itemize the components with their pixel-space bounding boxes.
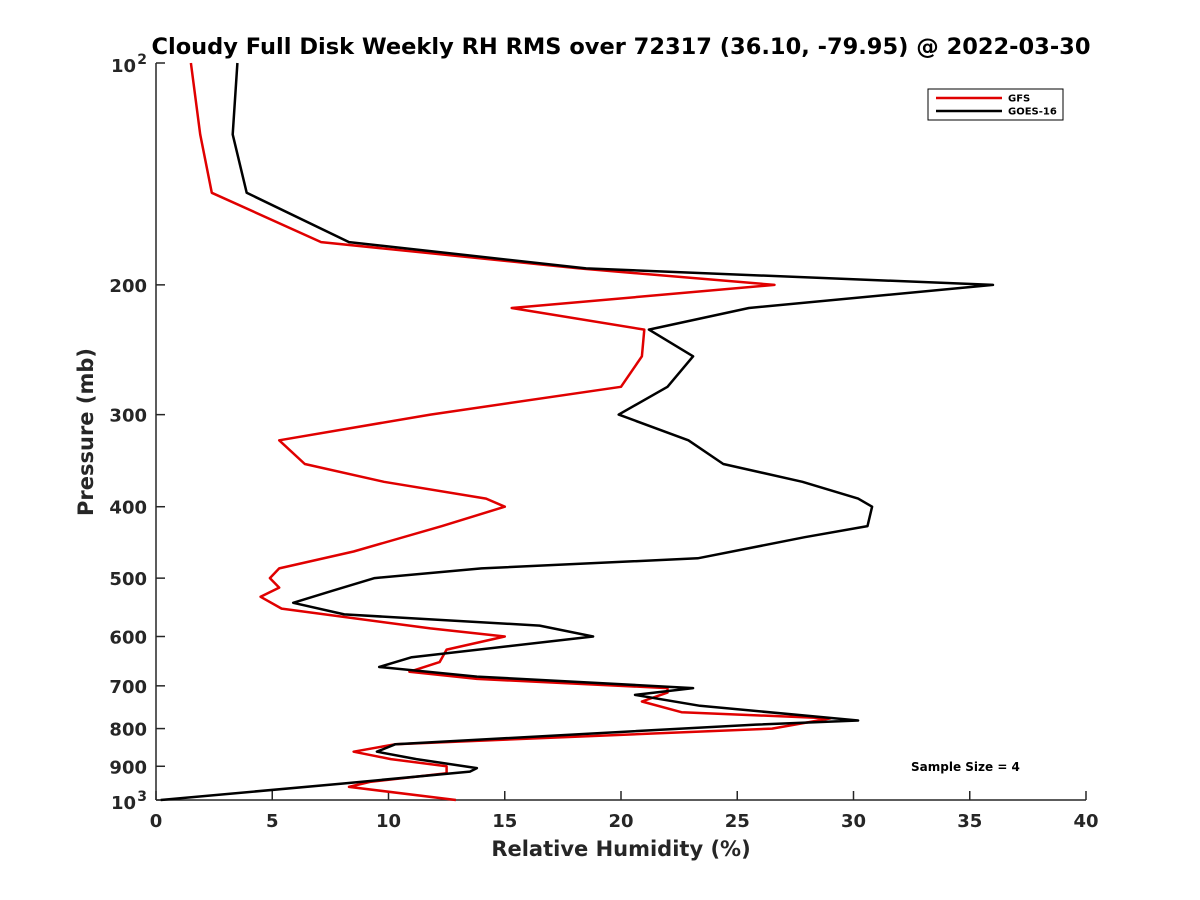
y-axis-label: Pressure (mb)	[74, 348, 98, 516]
y-tick-label-power: 10 2	[111, 52, 147, 77]
y-tick-label: 900	[109, 757, 147, 778]
y-tick-label: 400	[109, 498, 147, 519]
y-tick-label-exponent: 3	[137, 789, 147, 805]
y-tick-label: 800	[109, 720, 147, 741]
x-tick-label: 5	[266, 811, 279, 832]
y-tick-label-power: 10 3	[111, 789, 147, 814]
x-tick-label: 15	[492, 811, 517, 832]
y-tick-label: 700	[109, 677, 147, 698]
y-tick-label: 200	[109, 276, 147, 297]
chart-title: Cloudy Full Disk Weekly RH RMS over 7231…	[151, 34, 1090, 60]
x-tick-label: 0	[150, 811, 163, 832]
x-axis-ticks: 0 5 10 15 20 25 30 35 40	[150, 791, 1099, 832]
y-tick-label: 500	[109, 569, 147, 590]
series-line-goes16	[160, 62, 995, 802]
series-layer	[160, 62, 995, 802]
sample-size-annotation: Sample Size = 4	[911, 760, 1020, 774]
y-tick-label-base: 10	[111, 56, 136, 77]
legend-box	[927, 88, 1064, 121]
x-tick-label: 10	[376, 811, 401, 832]
y-tick-label: 600	[109, 627, 147, 648]
y-tick-label-exponent: 2	[137, 52, 147, 68]
y-tick-label-base: 10	[111, 793, 136, 814]
x-tick-label: 20	[608, 811, 633, 832]
x-tick-label: 35	[957, 811, 982, 832]
x-tick-label: 40	[1073, 811, 1098, 832]
x-tick-label: 30	[841, 811, 866, 832]
x-tick-label: 25	[725, 811, 750, 832]
x-axis-label: Relative Humidity (%)	[491, 837, 750, 861]
legend-label-gfs: GFS	[1008, 94, 1030, 105]
legend: GFS GOES-16	[927, 88, 1064, 121]
legend-label-goes16: GOES-16	[1008, 107, 1057, 118]
y-tick-label: 300	[109, 406, 147, 427]
